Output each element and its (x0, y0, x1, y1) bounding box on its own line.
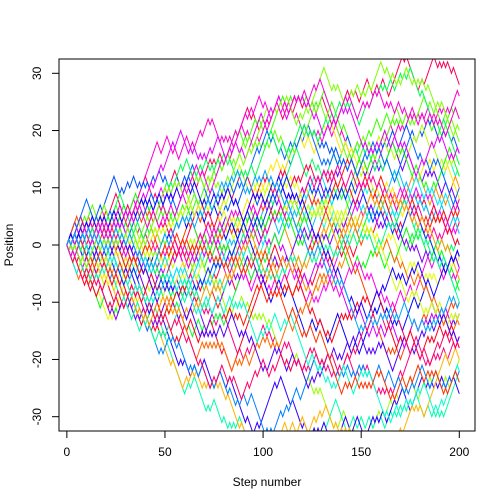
walk-line-31 (66, 191, 460, 333)
y-tick-label: -10 (30, 293, 44, 311)
y-tick-label: 20 (30, 124, 44, 138)
y-axis: -30 -20 -10 0 10 20 30 (30, 66, 60, 426)
walk-line-42 (66, 66, 460, 258)
walk-line-2 (66, 88, 460, 253)
walk-line-20 (66, 237, 460, 431)
x-axis-label: Step number (233, 475, 302, 489)
walk-line-50 (66, 169, 460, 333)
walk-line-39 (66, 123, 460, 246)
x-axis: 0 50 100 150 200 (64, 430, 470, 459)
series-layer (66, 59, 460, 431)
walk-line-41 (66, 226, 460, 390)
walk-line-44 (66, 232, 460, 424)
walk-line-28 (66, 140, 460, 270)
x-tick-label: 150 (351, 445, 371, 459)
x-tick-label: 0 (64, 445, 71, 459)
x-tick-label: 100 (253, 445, 273, 459)
y-tick-label: -20 (30, 350, 44, 368)
walk-line-25 (66, 232, 460, 431)
walk-line-9 (66, 191, 460, 293)
walk-line-24 (66, 243, 460, 373)
walk-line-4 (66, 117, 460, 246)
walk-line-40 (66, 191, 460, 327)
walk-line-46 (66, 232, 460, 402)
walk-line-26 (66, 123, 460, 287)
walk-line-34 (66, 174, 460, 310)
walk-line-43 (66, 244, 460, 402)
y-tick-label: 30 (30, 66, 44, 80)
x-tick-label: 50 (158, 445, 172, 459)
walk-line-15 (66, 191, 460, 361)
y-tick-label: 0 (30, 241, 44, 248)
walk-line-21 (66, 244, 460, 431)
walk-line-49 (66, 77, 460, 258)
y-axis-label: Position (2, 224, 16, 267)
y-tick-label: -30 (30, 408, 44, 426)
y-tick-label: 10 (30, 181, 44, 195)
walk-line-17 (66, 214, 460, 396)
walk-line-35 (66, 157, 460, 327)
x-tick-label: 200 (449, 445, 469, 459)
